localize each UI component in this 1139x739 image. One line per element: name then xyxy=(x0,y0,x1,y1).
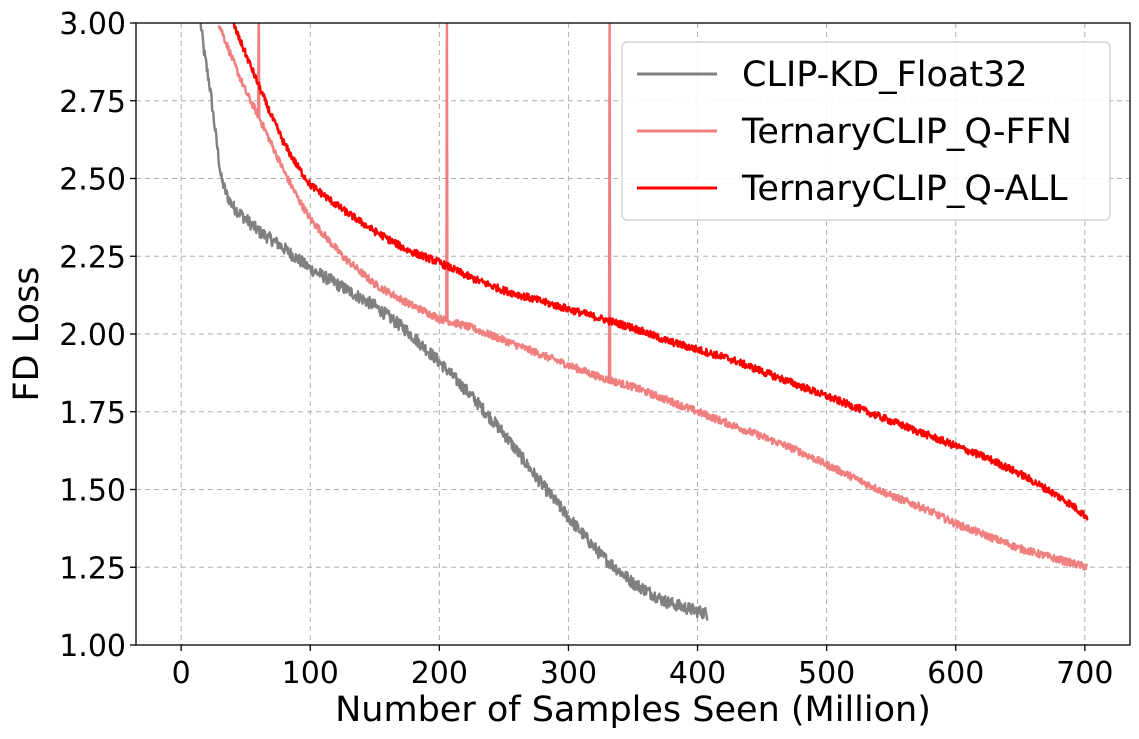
x-tick-label: 0 xyxy=(172,656,191,691)
x-tick-label: 400 xyxy=(669,656,726,691)
y-tick-label: 2.00 xyxy=(59,318,126,353)
y-tick-label: 1.50 xyxy=(59,474,126,509)
series-layer xyxy=(199,23,1089,621)
series-line-2 xyxy=(232,23,1089,521)
y-tick-label: 2.25 xyxy=(59,240,126,275)
y-axis-ticks: 1.00 1.25 1.50 1.75 2.00 2.25 2.50 2.75 3.00 xyxy=(59,7,136,664)
series-line-0 xyxy=(199,23,709,621)
x-tick-label: 600 xyxy=(927,656,984,691)
legend: CLIP-KD_Float32 TernaryCLIP_Q-FFN TernaryC… xyxy=(621,41,1111,221)
y-tick-label: 2.50 xyxy=(59,163,126,198)
y-tick-label: 1.00 xyxy=(59,629,126,664)
y-tick-label: 1.25 xyxy=(59,551,126,586)
x-tick-label: 200 xyxy=(411,656,468,691)
legend-box xyxy=(621,41,1111,221)
y-tick-label: 3.00 xyxy=(59,7,126,42)
legend-label-1: TernaryCLIP_Q-FFN xyxy=(741,112,1072,152)
x-tick-label: 100 xyxy=(282,656,339,691)
legend-label-0: CLIP-KD_Float32 xyxy=(742,55,1028,95)
x-tick-label: 700 xyxy=(1056,656,1113,691)
y-tick-label: 1.75 xyxy=(59,396,126,431)
x-axis-ticks: 0 100 200 300 400 500 600 700 xyxy=(172,645,1113,691)
x-tick-label: 500 xyxy=(798,656,855,691)
x-axis-label: Number of Samples Seen (Million) xyxy=(335,690,931,730)
legend-label-2: TernaryCLIP_Q-ALL xyxy=(741,169,1068,209)
y-tick-label: 2.75 xyxy=(59,85,126,120)
y-axis-label: FD Loss xyxy=(7,267,47,402)
series-line-1 xyxy=(217,23,1088,571)
x-tick-label: 300 xyxy=(540,656,597,691)
